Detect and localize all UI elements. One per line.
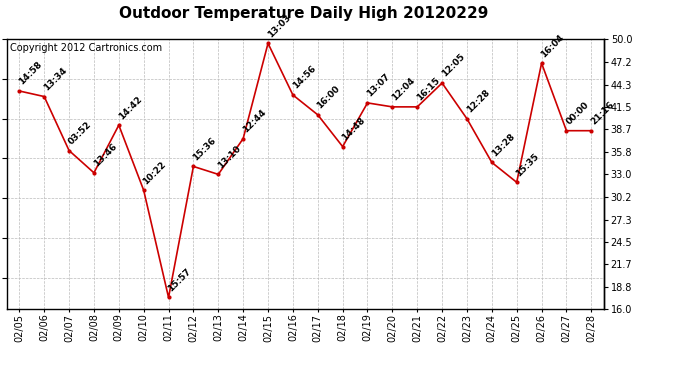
Text: 03:52: 03:52 <box>67 120 93 146</box>
Text: 16:15: 16:15 <box>415 76 442 103</box>
Text: 12:04: 12:04 <box>390 76 417 103</box>
Text: 10:22: 10:22 <box>141 160 168 186</box>
Text: 13:46: 13:46 <box>92 142 119 169</box>
Text: 16:00: 16:00 <box>315 84 342 111</box>
Text: 15:57: 15:57 <box>166 267 193 293</box>
Text: 21:16: 21:16 <box>589 100 615 126</box>
Text: 13:03: 13:03 <box>266 13 293 39</box>
Text: 14:56: 14:56 <box>290 64 317 91</box>
Text: 12:05: 12:05 <box>440 53 466 79</box>
Text: Outdoor Temperature Daily High 20120229: Outdoor Temperature Daily High 20120229 <box>119 6 489 21</box>
Text: 15:36: 15:36 <box>191 136 218 162</box>
Text: 12:44: 12:44 <box>241 108 268 135</box>
Text: 13:10: 13:10 <box>216 144 243 170</box>
Text: 16:04: 16:04 <box>540 32 566 59</box>
Text: 14:42: 14:42 <box>117 94 144 121</box>
Text: Copyright 2012 Cartronics.com: Copyright 2012 Cartronics.com <box>10 44 162 53</box>
Text: 15:35: 15:35 <box>515 152 541 178</box>
Text: 13:07: 13:07 <box>365 72 392 99</box>
Text: 13:28: 13:28 <box>490 132 516 158</box>
Text: 13:34: 13:34 <box>42 66 69 92</box>
Text: 00:00: 00:00 <box>564 100 591 126</box>
Text: 12:28: 12:28 <box>465 88 491 115</box>
Text: 14:48: 14:48 <box>340 116 367 142</box>
Text: 14:58: 14:58 <box>17 60 44 87</box>
